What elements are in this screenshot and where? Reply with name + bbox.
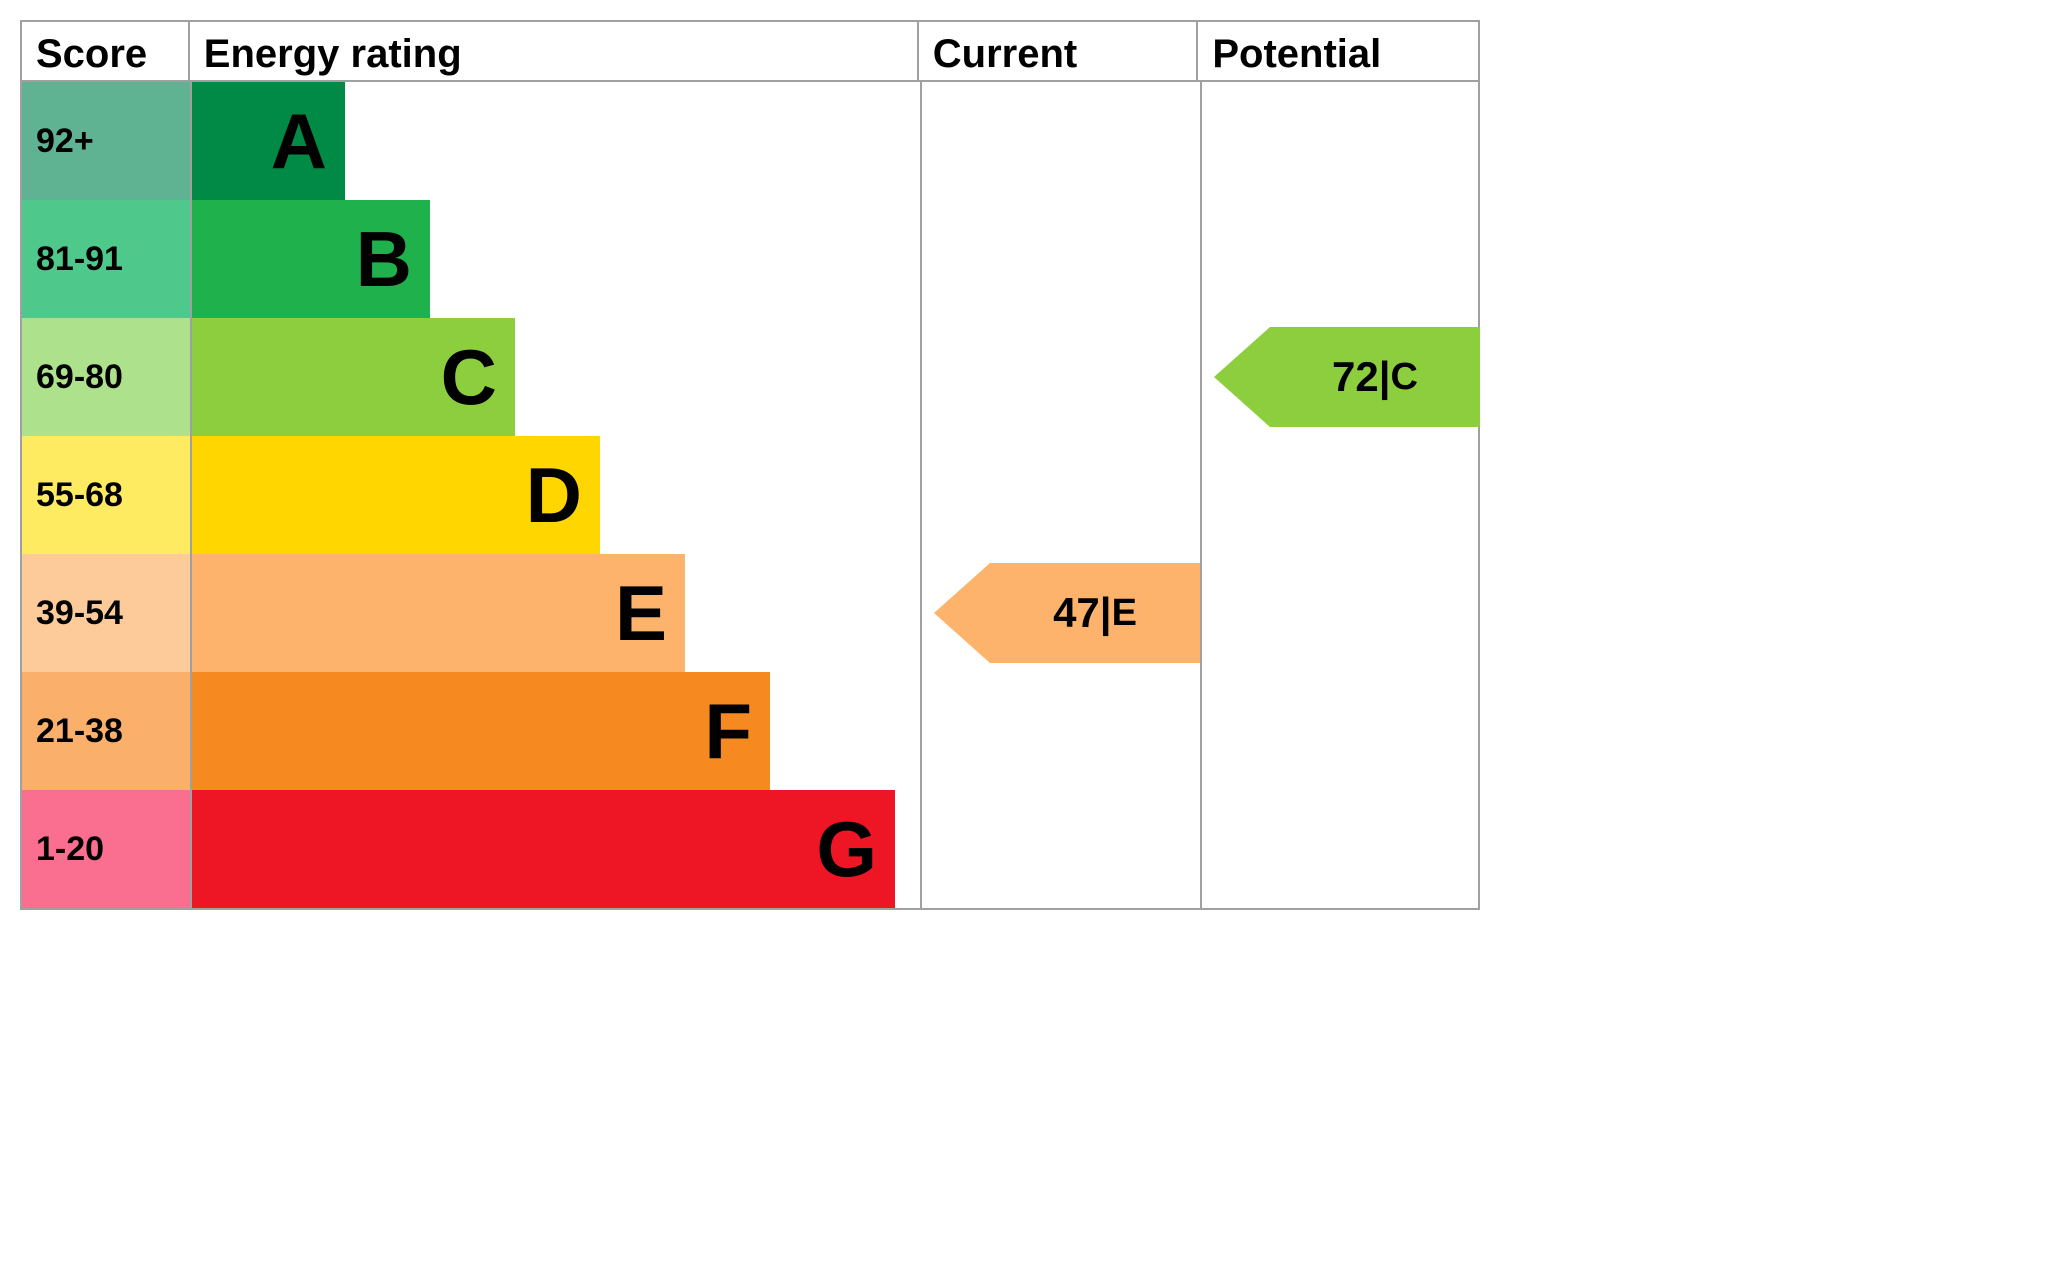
separator-rating-current	[920, 82, 922, 908]
rating-bar-b: B	[190, 200, 430, 318]
rating-bar-c: C	[190, 318, 515, 436]
header-current: Current	[919, 22, 1199, 80]
arrow-left-icon	[934, 563, 990, 663]
score-range-b: 81-91	[22, 200, 190, 318]
separator-current-potential	[1200, 82, 1202, 908]
potential-rating-marker: 72 | C	[1270, 327, 1480, 427]
header-rating: Energy rating	[190, 22, 919, 80]
potential-sep: |	[1379, 353, 1391, 401]
rating-row-a: 92+A	[22, 82, 1478, 200]
potential-letter: C	[1391, 356, 1418, 399]
rating-bar-d: D	[190, 436, 600, 554]
rating-row-g: 1-20G	[22, 790, 1478, 908]
current-letter: E	[1112, 592, 1137, 635]
score-range-g: 1-20	[22, 790, 190, 908]
rating-bar-f: F	[190, 672, 770, 790]
rating-bar-a: A	[190, 82, 345, 200]
rating-bar-e: E	[190, 554, 685, 672]
rating-row-b: 81-91B	[22, 200, 1478, 318]
arrow-left-icon	[1214, 327, 1270, 427]
current-rating-marker: 47 | E	[990, 563, 1200, 663]
rating-bar-g: G	[190, 790, 895, 908]
score-range-a: 92+	[22, 82, 190, 200]
header-row: Score Energy rating Current Potential	[22, 22, 1478, 82]
score-range-e: 39-54	[22, 554, 190, 672]
rating-row-d: 55-68D	[22, 436, 1478, 554]
score-range-d: 55-68	[22, 436, 190, 554]
header-score: Score	[22, 22, 190, 80]
separator-score-rating	[190, 82, 192, 908]
potential-value: 72	[1332, 353, 1379, 401]
current-value: 47	[1053, 589, 1100, 637]
score-range-f: 21-38	[22, 672, 190, 790]
header-potential: Potential	[1198, 22, 1478, 80]
rating-row-f: 21-38F	[22, 672, 1478, 790]
score-range-c: 69-80	[22, 318, 190, 436]
energy-rating-chart: Score Energy rating Current Potential 92…	[20, 20, 1480, 910]
current-sep: |	[1100, 589, 1112, 637]
rating-rows: 92+A81-91B69-80C55-68D39-54E21-38F1-20G …	[22, 82, 1478, 908]
rating-row-e: 39-54E	[22, 554, 1478, 672]
